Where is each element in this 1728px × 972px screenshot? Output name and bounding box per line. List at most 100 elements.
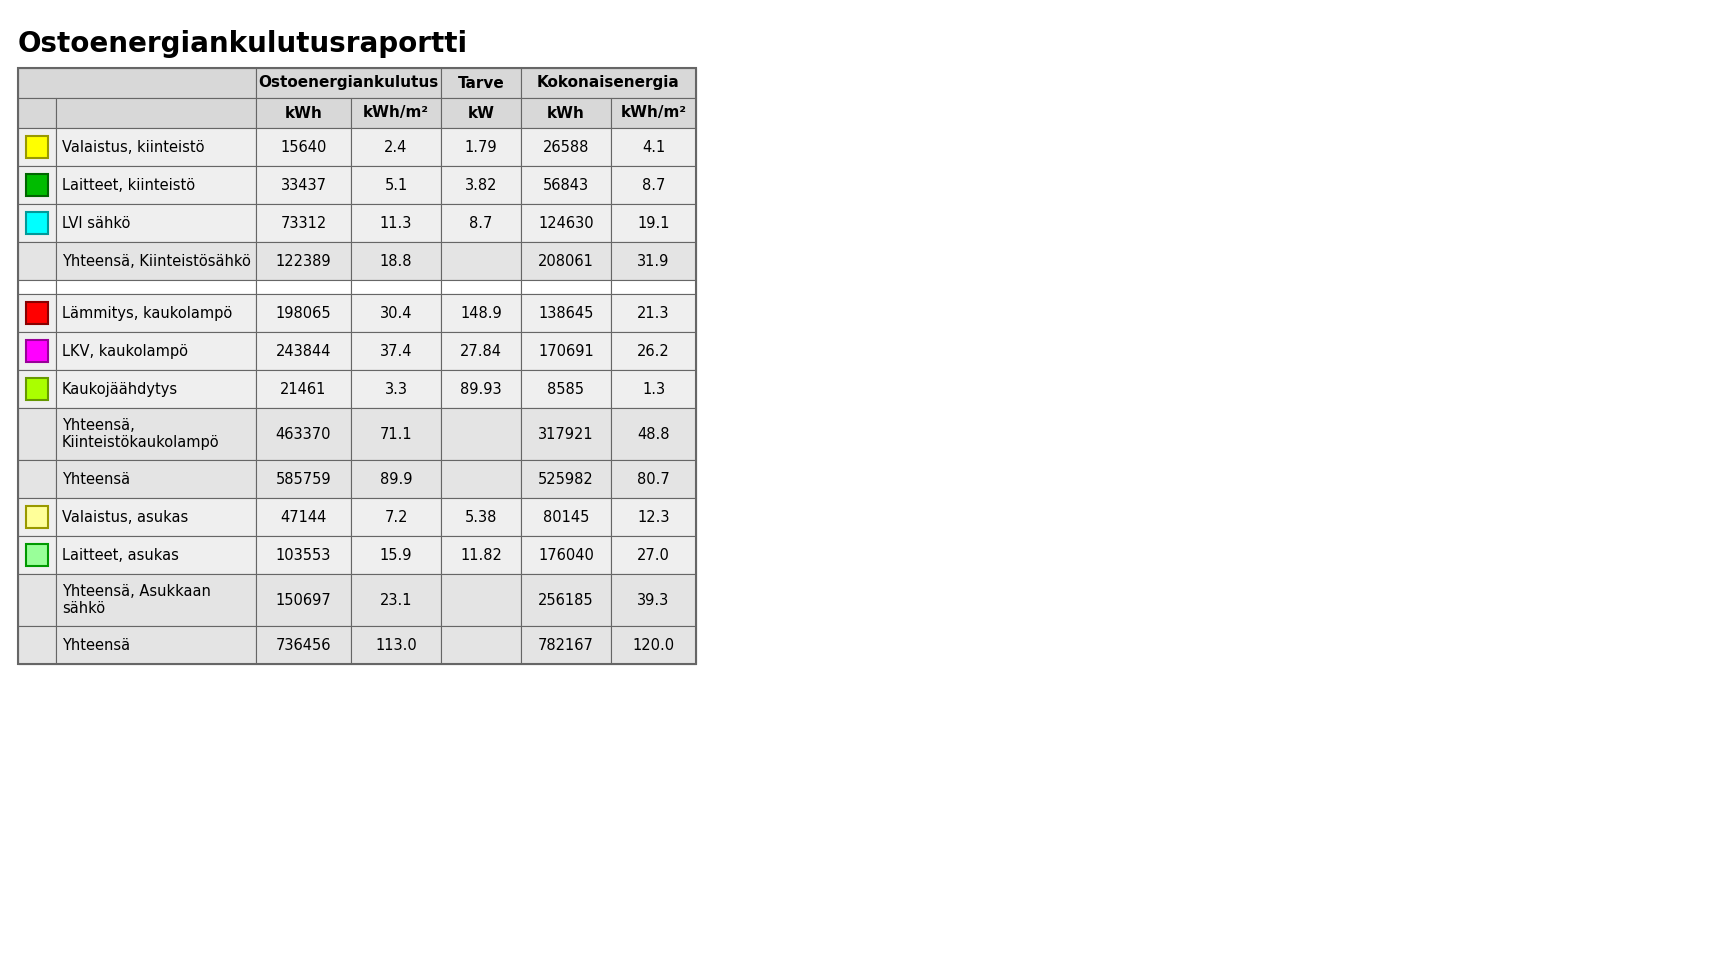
Text: 71.1: 71.1: [380, 427, 413, 441]
Bar: [612, 460, 696, 498]
Text: 31.9: 31.9: [638, 254, 670, 268]
Text: 26.2: 26.2: [638, 343, 670, 359]
Text: 243844: 243844: [276, 343, 332, 359]
Bar: [55, 536, 256, 574]
Bar: [441, 626, 522, 664]
Bar: [441, 204, 522, 242]
Text: 150697: 150697: [276, 593, 332, 608]
Bar: [256, 498, 351, 536]
Text: 12.3: 12.3: [638, 509, 670, 525]
Text: 23.1: 23.1: [380, 593, 413, 608]
Bar: [612, 498, 696, 536]
Bar: [256, 294, 351, 332]
Bar: [256, 408, 351, 460]
Text: 47144: 47144: [280, 509, 327, 525]
Bar: [17, 166, 55, 204]
Bar: [441, 536, 522, 574]
Bar: [55, 242, 256, 280]
Bar: [26, 302, 48, 324]
Bar: [17, 370, 55, 408]
Bar: [441, 166, 522, 204]
Bar: [351, 498, 441, 536]
Text: 138645: 138645: [539, 305, 594, 321]
Bar: [351, 460, 441, 498]
Bar: [612, 294, 696, 332]
Text: 198065: 198065: [276, 305, 332, 321]
Text: 4.1: 4.1: [641, 140, 665, 155]
Text: Valaistus, asukas: Valaistus, asukas: [62, 509, 188, 525]
Text: 148.9: 148.9: [460, 305, 501, 321]
Bar: [55, 204, 256, 242]
Bar: [55, 128, 256, 166]
Bar: [26, 174, 48, 196]
Bar: [256, 204, 351, 242]
Bar: [522, 574, 612, 626]
Bar: [26, 544, 48, 566]
Bar: [26, 506, 48, 528]
Text: 120.0: 120.0: [632, 638, 674, 652]
Bar: [522, 242, 612, 280]
Text: 73312: 73312: [280, 216, 327, 230]
Text: Yhteensä: Yhteensä: [62, 471, 130, 487]
Text: 89.9: 89.9: [380, 471, 413, 487]
Bar: [522, 626, 612, 664]
Text: 27.84: 27.84: [460, 343, 503, 359]
Text: Kaukojäähdytys: Kaukojäähdytys: [62, 381, 178, 397]
Bar: [256, 166, 351, 204]
Bar: [17, 68, 696, 664]
Bar: [256, 242, 351, 280]
Bar: [17, 574, 55, 626]
Bar: [612, 332, 696, 370]
Bar: [256, 68, 441, 98]
Bar: [441, 408, 522, 460]
Bar: [256, 626, 351, 664]
Bar: [17, 626, 55, 664]
Text: 8.7: 8.7: [470, 216, 492, 230]
Text: Yhteensä: Yhteensä: [62, 638, 130, 652]
Text: 7.2: 7.2: [384, 509, 408, 525]
Bar: [256, 128, 351, 166]
Bar: [26, 136, 48, 158]
Text: 124630: 124630: [537, 216, 594, 230]
Bar: [55, 460, 256, 498]
Text: 3.3: 3.3: [385, 381, 408, 397]
Bar: [351, 294, 441, 332]
Text: 2.4: 2.4: [384, 140, 408, 155]
Bar: [522, 294, 612, 332]
Bar: [351, 128, 441, 166]
Text: 21461: 21461: [280, 381, 327, 397]
Bar: [441, 98, 522, 128]
Bar: [55, 408, 256, 460]
Bar: [17, 204, 55, 242]
Bar: [522, 98, 612, 128]
Bar: [441, 68, 522, 98]
Bar: [612, 242, 696, 280]
Bar: [55, 498, 256, 536]
Text: 39.3: 39.3: [638, 593, 670, 608]
Text: 525982: 525982: [537, 471, 594, 487]
Text: Valaistus, kiinteistö: Valaistus, kiinteistö: [62, 140, 204, 155]
Bar: [612, 626, 696, 664]
Bar: [55, 574, 256, 626]
Bar: [441, 332, 522, 370]
Bar: [55, 166, 256, 204]
Bar: [612, 166, 696, 204]
Text: 15.9: 15.9: [380, 547, 413, 563]
Text: 3.82: 3.82: [465, 178, 498, 192]
Text: 5.1: 5.1: [384, 178, 408, 192]
Bar: [17, 460, 55, 498]
Text: 463370: 463370: [276, 427, 332, 441]
Bar: [522, 166, 612, 204]
Bar: [612, 408, 696, 460]
Bar: [522, 332, 612, 370]
Text: 80.7: 80.7: [638, 471, 670, 487]
Text: 1.3: 1.3: [641, 381, 665, 397]
Bar: [351, 166, 441, 204]
Bar: [26, 378, 48, 400]
Bar: [55, 626, 256, 664]
Bar: [612, 280, 696, 294]
Text: Ostoenergiankulutusraportti: Ostoenergiankulutusraportti: [17, 30, 468, 58]
Text: 37.4: 37.4: [380, 343, 413, 359]
Bar: [256, 460, 351, 498]
Bar: [351, 574, 441, 626]
